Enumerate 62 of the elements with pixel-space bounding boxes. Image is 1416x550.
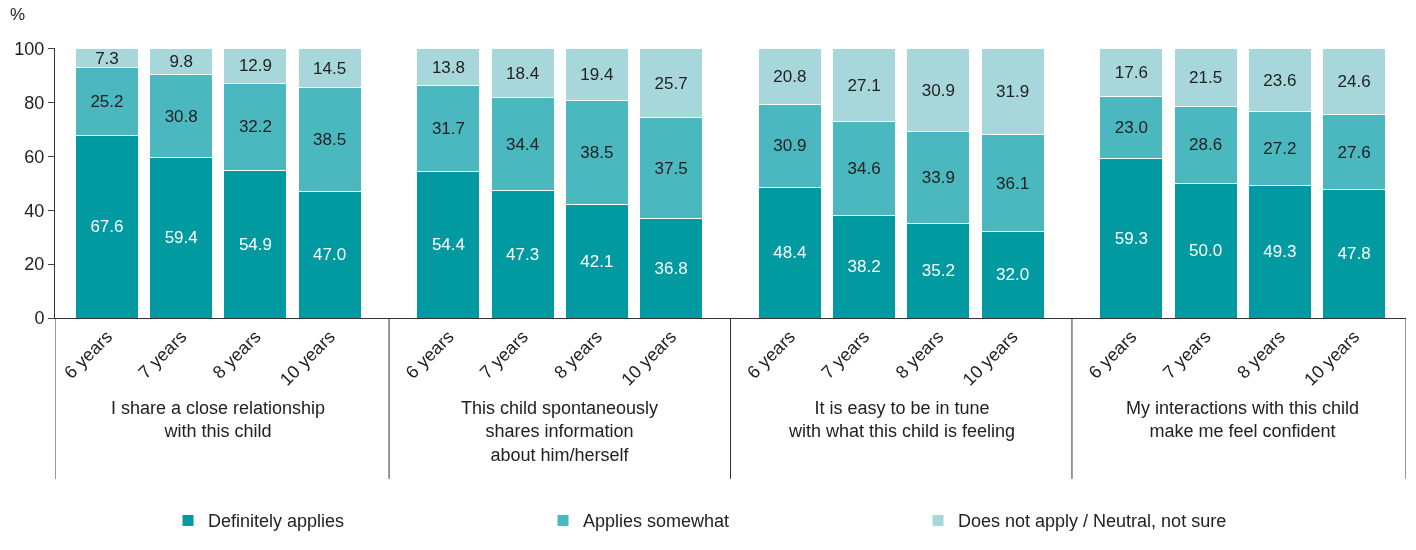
data-label: 31.7 <box>431 119 465 139</box>
data-label: 54.9 <box>238 234 272 254</box>
data-label: 14.5 <box>313 58 347 78</box>
data-label: 38.5 <box>313 129 347 149</box>
data-label: 34.6 <box>847 158 881 178</box>
data-label: 27.1 <box>847 75 881 95</box>
y-tick-label: 20 <box>24 254 45 275</box>
data-label: 31.9 <box>996 82 1030 102</box>
data-label: 18.4 <box>506 63 540 83</box>
data-label: 34.4 <box>506 134 540 154</box>
y-tick-label: 40 <box>24 200 45 221</box>
data-label: 33.9 <box>921 167 955 187</box>
data-label: 49.3 <box>1263 242 1297 262</box>
data-label: 38.5 <box>580 143 614 163</box>
data-label: 47.0 <box>313 245 347 265</box>
data-label: 37.5 <box>654 158 688 178</box>
data-label: 42.1 <box>580 251 614 271</box>
data-label: 28.6 <box>1189 135 1223 155</box>
text: I share a close relationship with this child <box>111 398 326 442</box>
data-label: 13.8 <box>431 57 465 77</box>
data-label: 36.1 <box>996 173 1030 193</box>
data-label: 23.0 <box>1114 117 1148 137</box>
data-label: 19.4 <box>580 65 614 85</box>
data-label: 23.6 <box>1263 70 1297 90</box>
text: It is easy to be in tune with what this child is feeling <box>788 398 1016 442</box>
data-label: 9.8 <box>169 52 194 72</box>
data-label: 30.9 <box>921 80 955 100</box>
y-tick-label: 60 <box>24 146 45 167</box>
data-label: 27.6 <box>1337 142 1371 162</box>
data-label: 30.9 <box>773 136 807 156</box>
data-label: 20.8 <box>773 66 807 86</box>
data-label: 36.8 <box>654 258 688 278</box>
data-label: 54.4 <box>431 235 465 255</box>
data-label: 47.8 <box>1337 244 1371 264</box>
data-label: 17.6 <box>1114 63 1148 83</box>
y-axis-title: % <box>10 5 26 24</box>
y-tick-label: 0 <box>34 308 45 329</box>
data-label: 30.8 <box>164 106 198 126</box>
data-label: 12.9 <box>238 56 272 76</box>
text: This child spontaneously shares information about him/herself <box>461 398 659 465</box>
data-label: 27.2 <box>1263 139 1297 159</box>
text: My interactions with this child make me feel confident <box>1126 398 1360 442</box>
data-label: 59.4 <box>164 228 198 248</box>
data-label: 7.3 <box>95 48 119 68</box>
data-label: 32.0 <box>996 265 1030 285</box>
data-label: 38.2 <box>847 257 881 277</box>
data-label: 32.2 <box>238 117 272 137</box>
data-label: 21.5 <box>1189 67 1223 87</box>
legend-label: Definitely applies <box>208 511 345 532</box>
y-tick-label: 100 <box>14 38 45 59</box>
data-label: 48.4 <box>773 243 807 263</box>
legend-label: Applies somewhat <box>583 511 730 532</box>
data-label: 47.3 <box>506 244 540 264</box>
data-label: 35.2 <box>921 261 955 281</box>
data-label: 25.2 <box>90 92 124 112</box>
data-label: 50.0 <box>1189 241 1223 261</box>
data-label: 67.6 <box>90 217 124 237</box>
data-label: 25.7 <box>654 73 688 93</box>
data-label: 59.3 <box>1114 228 1148 248</box>
y-tick-label: 80 <box>24 92 45 113</box>
legend-label: Does not apply / Neutral, not sure <box>958 511 1227 532</box>
data-label: 24.6 <box>1337 72 1371 92</box>
